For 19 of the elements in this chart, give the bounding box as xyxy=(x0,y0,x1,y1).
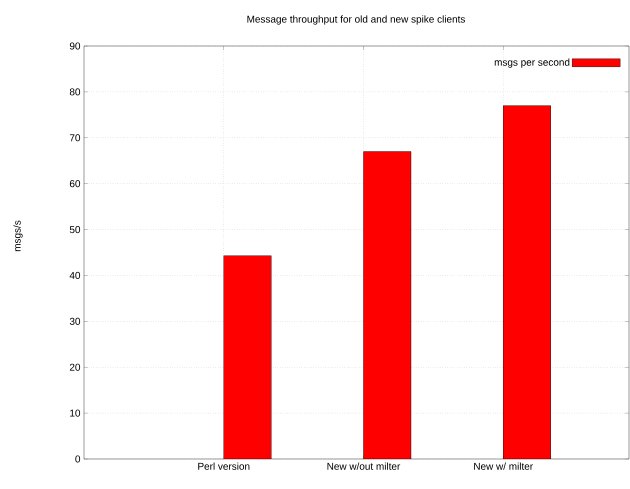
y-tick-label: 90 xyxy=(70,42,80,50)
bar xyxy=(224,256,272,459)
bar xyxy=(503,105,551,459)
y-tick-label: 80 xyxy=(70,88,80,96)
y-axis-title: msgs/s xyxy=(13,220,23,252)
y-tick-label: 60 xyxy=(70,180,80,188)
x-tick-label: Perl version xyxy=(198,462,250,470)
y-tick-label: 50 xyxy=(70,226,80,234)
y-tick-label: 30 xyxy=(70,318,80,325)
y-tick-label: 40 xyxy=(70,272,80,279)
x-tick-label: New w/out milter xyxy=(327,462,400,470)
x-tick-label: New w/ milter xyxy=(474,462,533,470)
legend-label: msgs per second xyxy=(494,58,570,68)
bar xyxy=(363,151,412,459)
y-tick-label: 10 xyxy=(70,410,80,417)
y-tick-label: 20 xyxy=(70,364,80,371)
y-tick-label: 0 xyxy=(75,455,80,463)
chart-title: Message throughput for old and new spike clients xyxy=(247,15,465,25)
y-tick-label: 70 xyxy=(70,134,80,142)
